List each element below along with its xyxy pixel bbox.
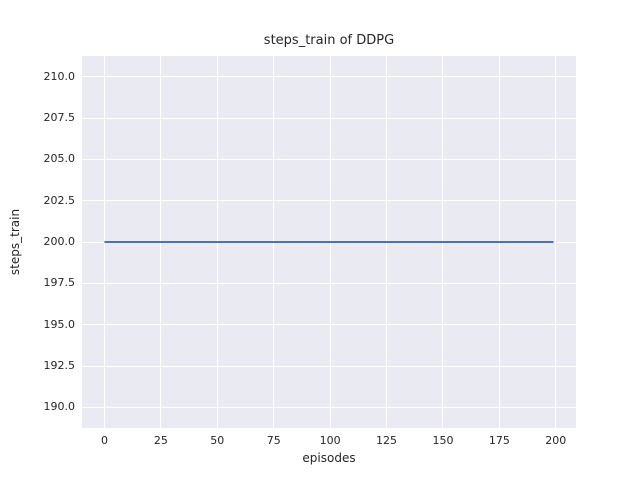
x-axis-label: episodes — [302, 451, 356, 465]
gridline-horizontal — [82, 406, 576, 408]
gridline-horizontal — [82, 365, 576, 367]
gridline-horizontal — [82, 158, 576, 160]
y-axis-label: steps_train — [8, 208, 22, 276]
gridline-horizontal — [82, 324, 576, 326]
y-tick-label: 192.5 — [43, 359, 76, 372]
gridline-horizontal — [82, 200, 576, 202]
y-tick-label: 207.5 — [43, 111, 76, 124]
y-tick-label: 202.5 — [43, 193, 76, 207]
x-tick-label: 125 — [376, 434, 398, 447]
x-tick-label: 25 — [153, 434, 168, 447]
y-tick-label: 200.0 — [43, 235, 76, 248]
y-tick-label: 195.0 — [43, 317, 76, 331]
series-plot — [104, 241, 554, 243]
gridline-horizontal — [82, 117, 576, 119]
y-tick-label: 197.5 — [43, 276, 76, 290]
gridline-horizontal — [82, 76, 576, 78]
x-tick-label: 100 — [319, 434, 341, 447]
y-tick-label: 190.0 — [43, 400, 76, 414]
x-tick-label: 0 — [100, 434, 108, 447]
x-tick-label: 200 — [545, 434, 567, 447]
y-tick-label: 210.0 — [43, 69, 76, 83]
x-tick-label: 150 — [432, 434, 454, 447]
chart-title: steps_train of DDPG — [263, 33, 395, 48]
plot-area — [82, 56, 576, 428]
x-tick-label: 175 — [488, 434, 510, 447]
gridline-horizontal — [82, 282, 576, 284]
x-tick-label: 75 — [266, 434, 281, 447]
x-tick-label: 50 — [210, 434, 225, 447]
y-tick-label: 205.0 — [43, 152, 76, 166]
